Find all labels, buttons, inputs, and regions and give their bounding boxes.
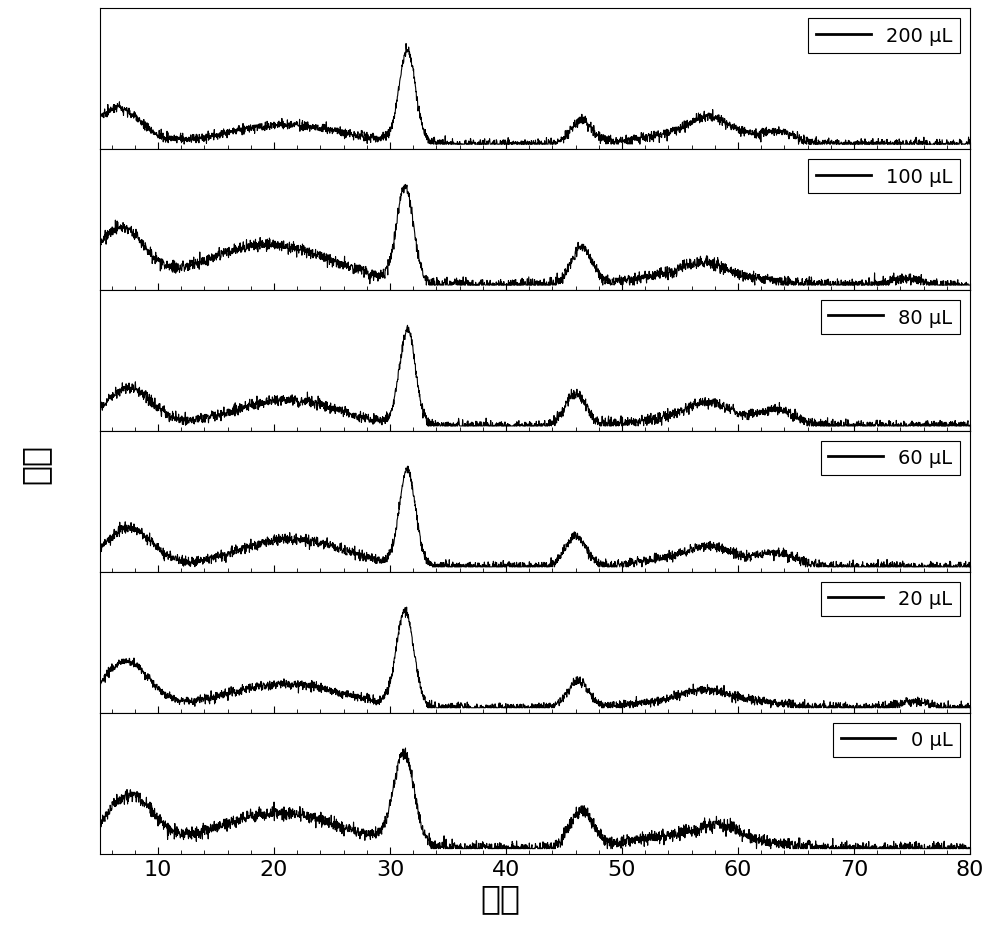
Text: 强度: 强度 [18, 444, 52, 484]
Legend: 80 μL: 80 μL [821, 301, 960, 335]
Legend: 0 μL: 0 μL [833, 723, 960, 757]
Text: 角度: 角度 [480, 881, 520, 914]
Legend: 200 μL: 200 μL [808, 19, 960, 54]
Legend: 60 μL: 60 μL [821, 441, 960, 476]
Legend: 20 μL: 20 μL [821, 582, 960, 616]
Legend: 100 μL: 100 μL [808, 160, 960, 194]
